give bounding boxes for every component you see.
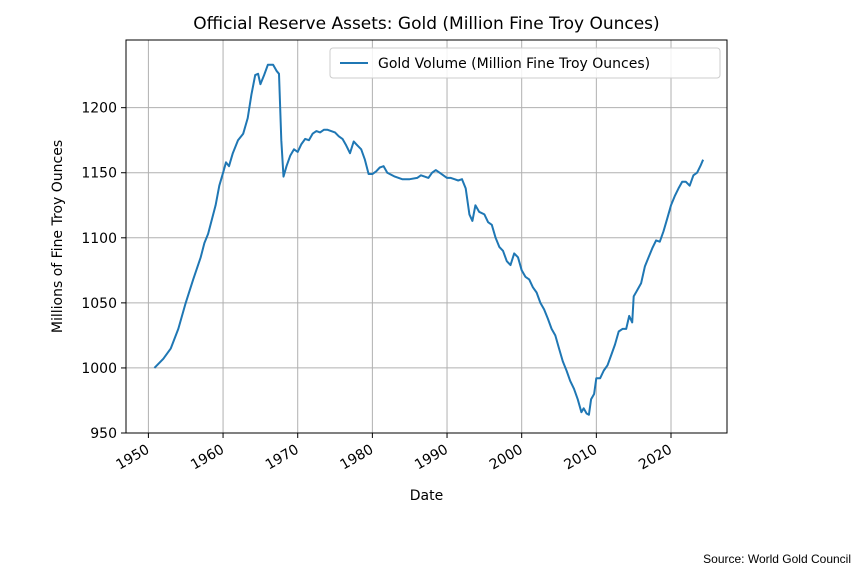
legend-entry-label: Gold Volume (Million Fine Troy Ounces)	[378, 56, 650, 72]
x-tick-label: 2010	[561, 442, 600, 474]
y-axis-label: Millions of Fine Troy Ounces	[50, 140, 66, 333]
x-tick-label: 2000	[487, 442, 526, 474]
x-axis: 1950 1960 1970 1980 1990 2000 2010 2020	[114, 433, 675, 473]
y-tick-label: 1100	[81, 231, 117, 247]
x-axis-label: Date	[410, 488, 443, 504]
y-tick-label: 1050	[81, 296, 117, 312]
x-tick-label: 1970	[263, 442, 302, 474]
y-axis: 950 1000 1050 1100 1150 1200	[81, 101, 126, 442]
y-tick-label: 1000	[81, 361, 117, 377]
chart-title: Official Reserve Assets: Gold (Million F…	[193, 14, 659, 34]
x-tick-label: 1980	[338, 442, 377, 474]
grid-lines	[126, 40, 727, 434]
x-tick-label: 1990	[412, 442, 451, 474]
y-tick-label: 950	[90, 426, 117, 442]
y-tick-label: 1200	[81, 101, 117, 117]
x-tick-label: 2020	[636, 442, 675, 474]
y-tick-label: 1150	[81, 166, 117, 182]
legend-box	[329, 47, 721, 79]
series-layer	[153, 63, 705, 416]
legend: Gold Volume (Million Fine Troy Ounces)	[329, 47, 721, 79]
source-note: Source: World Gold Council	[703, 552, 851, 566]
x-tick-label: 1950	[114, 442, 153, 474]
plot-frame	[125, 39, 728, 434]
x-tick-label: 1960	[188, 442, 227, 474]
series-line-gold-volume	[153, 63, 705, 416]
